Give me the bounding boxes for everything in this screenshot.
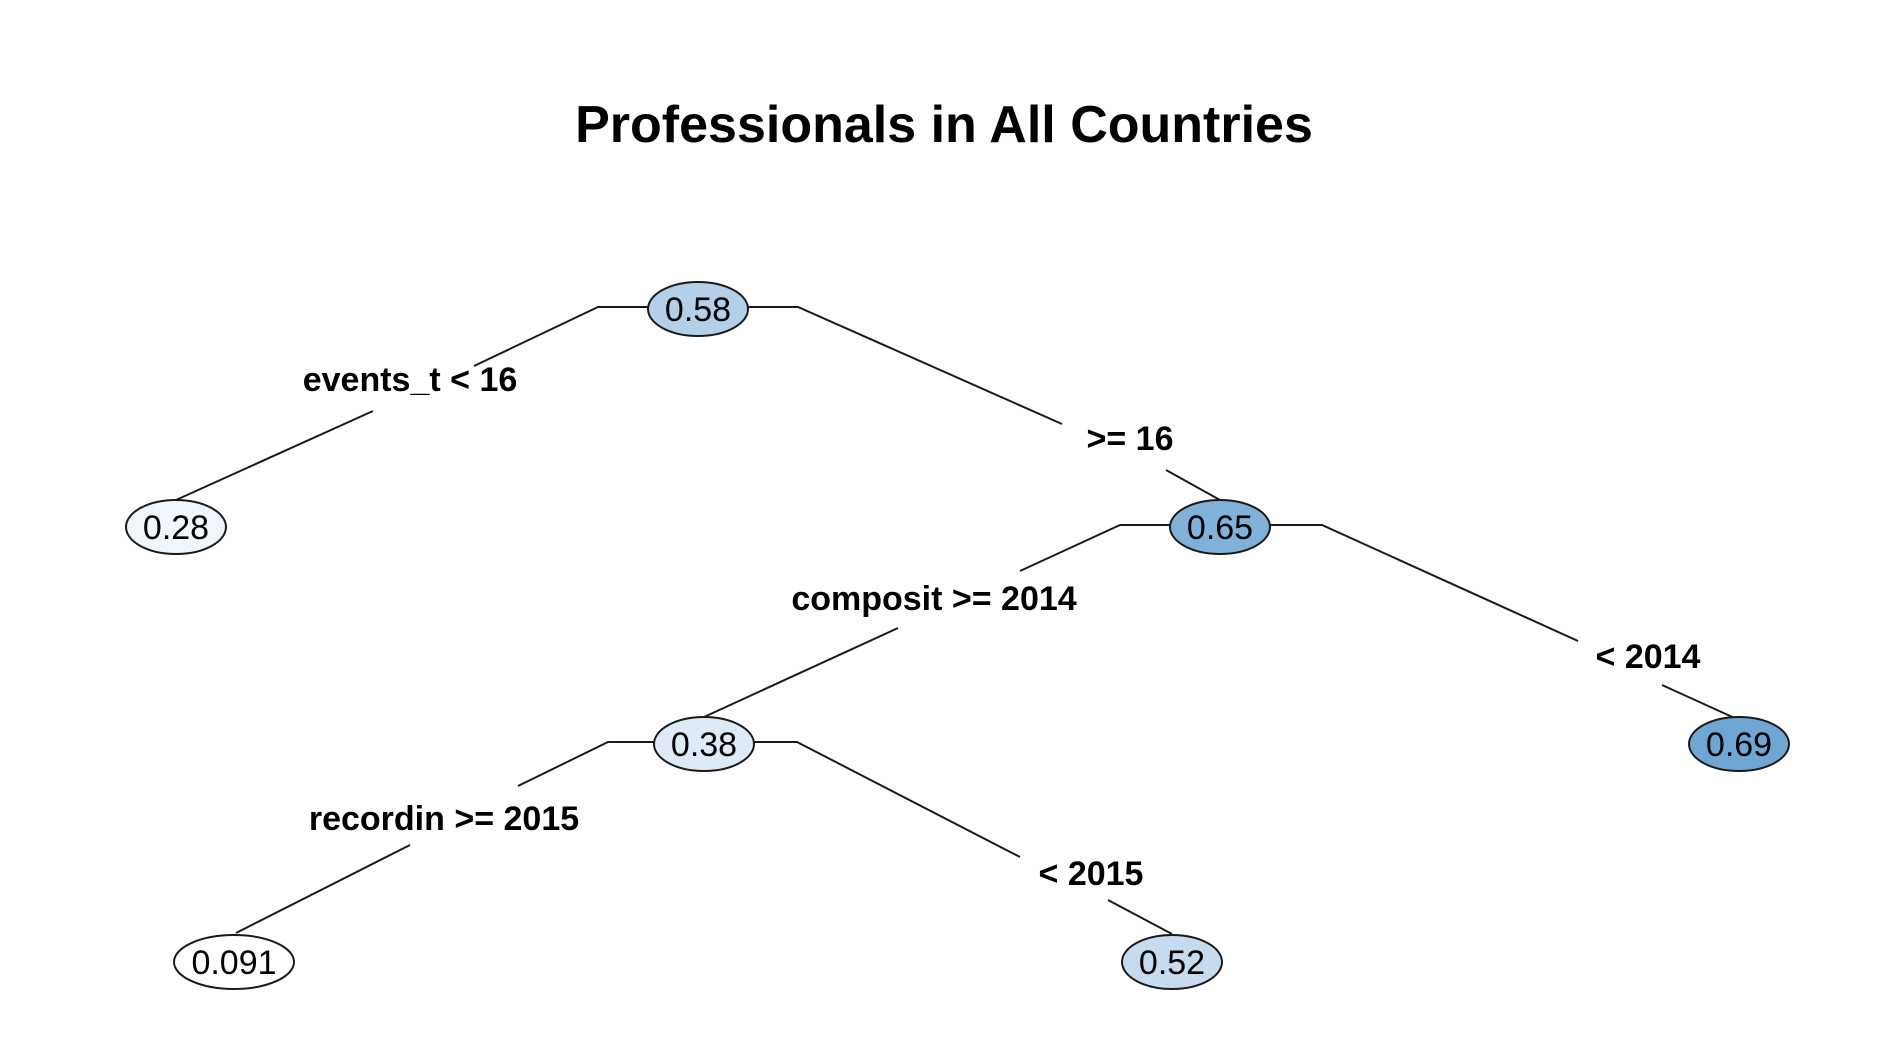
node-left-leaf-shape	[125, 499, 227, 555]
split-label-recordin-right: < 2015	[1039, 855, 1144, 893]
split-label-composit: composit >= 2014	[791, 580, 1076, 618]
diagram-title: Professionals in All Countries	[575, 96, 1313, 154]
node-leaf-052-value: 0.52	[1139, 944, 1205, 982]
edge-038-right-lower	[1107, 899, 1173, 935]
node-root-value: 0.58	[665, 291, 731, 329]
split-label-events-t: events_t < 16	[303, 361, 518, 399]
node-right-value: 0.65	[1187, 509, 1253, 547]
node-right-shape	[1169, 499, 1271, 555]
edge-065-left	[1019, 524, 1170, 572]
node-right-right-leaf-shape	[1688, 716, 1790, 772]
node-right-right-leaf-value: 0.69	[1706, 726, 1772, 764]
node-leaf-0091: 0.091	[173, 934, 295, 990]
edge-root-right	[746, 306, 1063, 425]
edge-root-right-lower	[1165, 469, 1221, 501]
edge-065-right-lower	[1661, 684, 1740, 721]
node-right-right-leaf: 0.69	[1688, 716, 1790, 772]
split-label-composit-right: < 2014	[1596, 638, 1701, 676]
edge-root-left	[473, 306, 648, 367]
node-right: 0.65	[1169, 499, 1271, 555]
split-label-events-t-right: >= 16	[1087, 420, 1174, 458]
node-right-left-value: 0.38	[671, 726, 737, 764]
split-label-recordin: recordin >= 2015	[309, 800, 579, 838]
edge-038-left	[517, 741, 654, 787]
node-right-left: 0.38	[653, 716, 755, 772]
node-right-left-shape	[653, 716, 755, 772]
node-left-leaf: 0.28	[125, 499, 227, 555]
edge-root-left-lower	[175, 410, 374, 501]
edge-065-right	[1268, 524, 1579, 642]
edge-038-left-lower	[235, 844, 411, 934]
node-leaf-052: 0.52	[1121, 934, 1223, 990]
edge-038-right	[752, 741, 1021, 858]
node-leaf-0091-shape	[173, 934, 295, 990]
node-left-leaf-value: 0.28	[143, 509, 209, 547]
node-leaf-0091-value: 0.091	[191, 944, 276, 982]
node-root: 0.58	[647, 281, 749, 337]
node-leaf-052-shape	[1121, 934, 1223, 990]
edge-065-left-lower	[703, 627, 899, 718]
node-root-shape	[647, 281, 749, 337]
